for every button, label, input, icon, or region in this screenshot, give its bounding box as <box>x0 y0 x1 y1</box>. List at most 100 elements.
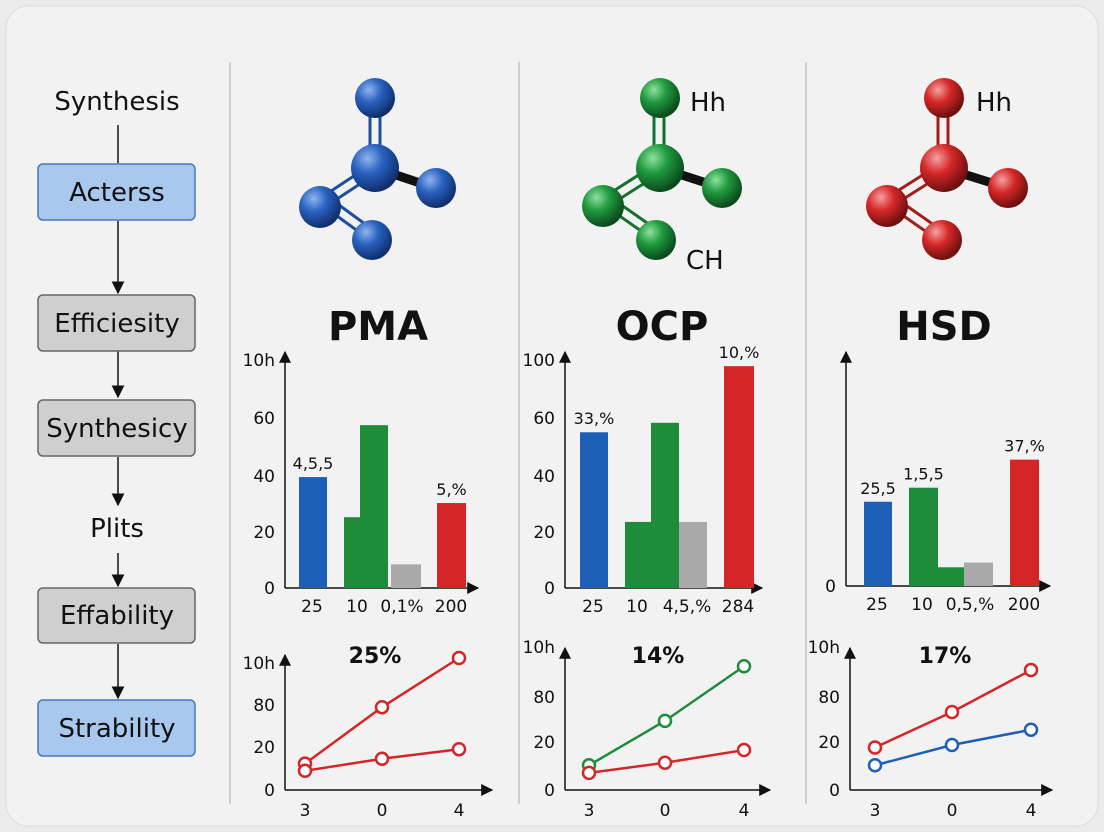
series-point <box>374 699 390 715</box>
series-point <box>374 751 390 767</box>
bar-chart-x-tick: 25 <box>582 597 604 617</box>
bar-chart-y-tick: 0 <box>544 579 555 599</box>
bar <box>391 564 421 588</box>
bar <box>625 521 651 588</box>
panel-title-pma: PMA <box>328 304 428 350</box>
atom <box>866 185 908 227</box>
series-point <box>867 740 883 755</box>
atom <box>640 78 680 118</box>
atom <box>299 186 341 228</box>
bar-chart-x-tick: 25 <box>301 597 323 617</box>
line-chart-x-tick: 4 <box>454 801 465 821</box>
line-chart-x-tick: 3 <box>870 801 881 821</box>
atom <box>920 144 968 192</box>
series-point <box>736 742 752 758</box>
series-point <box>944 737 960 753</box>
flow-box-effability <box>37 587 196 644</box>
line-chart-y-tick: 20 <box>818 733 840 753</box>
series-point <box>657 755 673 771</box>
flow-box-strability <box>37 699 196 757</box>
bar-chart-x-tick: 10 <box>911 595 933 615</box>
atom <box>355 78 395 118</box>
atom <box>416 168 456 208</box>
bar-chart-y-tick: 60 <box>533 409 555 429</box>
bar <box>724 366 754 588</box>
line-chart-y-tick: 80 <box>533 688 555 708</box>
molecule-ocp: Hh CH <box>582 78 742 276</box>
line-chart-y-tick: 10h <box>243 654 275 674</box>
bar-chart-x-tick: 10 <box>626 597 648 617</box>
atom <box>924 78 964 118</box>
bar <box>360 425 388 588</box>
line-chart-y-tick: 80 <box>818 688 840 708</box>
bar <box>679 521 707 588</box>
line-chart-y-tick: 0 <box>264 781 275 801</box>
atom <box>352 220 392 260</box>
line-chart-x-tick: 0 <box>947 801 958 821</box>
line-chart-y-tick: 10h <box>808 638 840 658</box>
molecule-label: CH <box>686 246 724 276</box>
bar <box>1010 459 1039 586</box>
flow-box-efficiesity <box>37 294 196 352</box>
atom <box>351 144 399 192</box>
line-chart-y-tick: 20 <box>253 738 275 758</box>
molecule-label: Hh <box>976 88 1012 118</box>
bar-chart-x-tick: 200 <box>1008 595 1040 615</box>
bar <box>651 422 679 588</box>
series-point <box>1023 662 1039 678</box>
series-point <box>944 704 960 720</box>
bar-data-label: 4,5,5 <box>293 454 334 473</box>
bar <box>938 567 964 586</box>
line-chart-x-tick: 0 <box>377 801 388 821</box>
bar <box>909 487 938 586</box>
flow-step-effability: Effability <box>60 601 174 631</box>
atom <box>636 220 676 260</box>
bar-data-label: 5,% <box>436 480 466 499</box>
line-chart-y-tick: 0 <box>829 781 840 801</box>
background-card <box>5 5 1099 827</box>
bar-data-label: 37,% <box>1004 437 1045 456</box>
molecule-pma <box>299 78 456 260</box>
bar-chart-y-tick: 20 <box>533 523 555 543</box>
line-chart-y-tick: 10h <box>523 638 555 658</box>
panel-title-hsd: HSD <box>896 304 992 350</box>
series-point <box>297 763 313 779</box>
line-chart-x-tick: 4 <box>739 801 750 821</box>
molecule-hsd: Hh <box>866 78 1028 260</box>
line-chart-y-tick: 80 <box>253 696 275 716</box>
bar-data-label: 25,5 <box>860 479 896 498</box>
bar-chart-y-tick: 20 <box>253 523 275 543</box>
bar-chart-x-tick: 0,5,% <box>946 595 995 615</box>
bar <box>344 517 360 588</box>
atom <box>582 185 624 227</box>
series-point <box>1023 722 1039 737</box>
flow-box-acterss <box>37 163 196 221</box>
flowchart: Synthesis Acterss Efficiesity Synthesicy… <box>37 87 196 757</box>
bar-data-label: 1,5,5 <box>903 465 944 484</box>
bar-chart-y-tick: 40 <box>253 467 275 487</box>
bar-chart-y-tick: 10h <box>243 351 275 371</box>
flow-step-acterss: Acterss <box>69 178 165 208</box>
bar-chart-y-tick: 60 <box>253 409 275 429</box>
flow-step-plits: Plits <box>90 514 144 544</box>
bar-data-label: 33,% <box>574 409 615 428</box>
bar-chart-y-tick: 0 <box>264 579 275 599</box>
line-chart-title: 17% <box>919 644 972 669</box>
bar-chart-x-tick: 10 <box>346 597 368 617</box>
bar <box>437 503 466 588</box>
bar-chart-x-tick: 284 <box>722 597 754 617</box>
bar-chart-y-tick: 40 <box>533 467 555 487</box>
bar-chart-x-tick: 4,5,% <box>663 597 712 617</box>
bar <box>299 477 327 588</box>
molecule-label: Hh <box>690 88 726 118</box>
flow-step-synthesis: Synthesis <box>54 87 179 117</box>
bar-chart-x-tick: 0,1% <box>380 597 423 617</box>
line-chart-y-tick: 20 <box>533 733 555 753</box>
line-chart-x-tick: 4 <box>1026 801 1037 821</box>
line-chart-x-tick: 3 <box>584 801 595 821</box>
bar-data-label: 10,% <box>719 343 760 362</box>
bar-chart-x-tick: 25 <box>866 595 888 615</box>
